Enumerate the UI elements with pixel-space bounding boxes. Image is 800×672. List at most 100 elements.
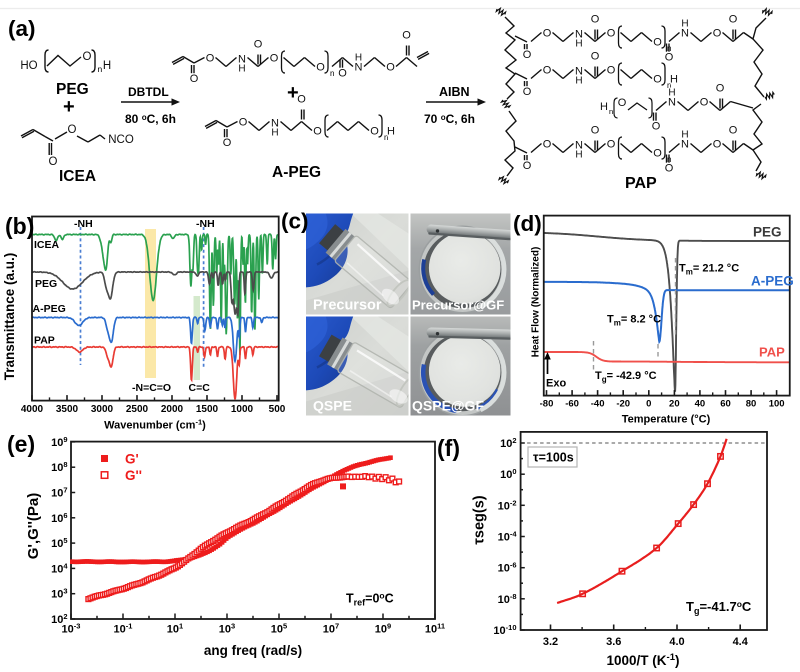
svg-text:O: O — [68, 124, 77, 136]
svg-text:O: O — [652, 121, 661, 133]
svg-text:0: 0 — [646, 399, 651, 410]
svg-text:3000: 3000 — [91, 404, 114, 415]
svg-text:N: N — [575, 66, 583, 78]
svg-text:N: N — [271, 118, 279, 130]
svg-text:O: O — [713, 139, 722, 151]
svg-text:n: n — [384, 133, 388, 142]
svg-text:O: O — [591, 51, 600, 63]
svg-text:-80: -80 — [540, 399, 554, 410]
svg-text:PAP: PAP — [759, 345, 785, 360]
svg-text:C=C: C=C — [189, 382, 211, 394]
svg-text:O: O — [223, 137, 232, 149]
svg-text:Tg= -42.9 °C: Tg= -42.9 °C — [595, 370, 657, 384]
svg-text:(b): (b) — [5, 213, 34, 239]
svg-text:Tm= 8.2 °C: Tm= 8.2 °C — [607, 314, 661, 328]
svg-text:O: O — [729, 14, 738, 26]
svg-text:(a): (a) — [8, 16, 36, 41]
svg-text:H: H — [575, 150, 582, 161]
svg-text:Wavenumber (cm-1): Wavenumber (cm-1) — [104, 418, 206, 432]
svg-text:-N=C=O: -N=C=O — [132, 382, 171, 394]
svg-text:O: O — [665, 52, 674, 64]
svg-text:4.4: 4.4 — [733, 636, 749, 648]
svg-text:1500: 1500 — [196, 404, 219, 415]
svg-text:H: H — [238, 64, 245, 75]
svg-text:80 oC, 6h: 80 oC, 6h — [125, 112, 176, 126]
svg-text:O: O — [543, 139, 552, 151]
svg-text:H: H — [355, 53, 362, 64]
svg-text:2500: 2500 — [126, 404, 149, 415]
svg-text:N: N — [681, 139, 689, 151]
svg-text:-40: -40 — [591, 399, 605, 410]
svg-text:Heat Flow (Normalized): Heat Flow (Normalized) — [531, 247, 542, 358]
svg-text:-20: -20 — [616, 399, 630, 410]
svg-text:τseg(s): τseg(s) — [472, 495, 488, 544]
svg-text:O: O — [543, 65, 552, 77]
svg-text:O: O — [700, 97, 709, 109]
svg-text:G': G' — [125, 452, 139, 467]
svg-text:O: O — [297, 94, 306, 106]
svg-text:O: O — [386, 62, 395, 74]
svg-text:G',G''(Pa): G',G''(Pa) — [25, 493, 42, 560]
svg-text:O: O — [49, 156, 58, 168]
svg-text:O: O — [665, 163, 674, 175]
svg-text:O: O — [523, 49, 532, 61]
svg-text:Transmittance (a.u.): Transmittance (a.u.) — [2, 253, 17, 381]
svg-text:O: O — [316, 62, 325, 74]
svg-text:N: N — [355, 62, 363, 74]
svg-text:ang freq (rad/s): ang freq (rad/s) — [204, 643, 302, 658]
svg-text:O: O — [206, 53, 215, 65]
svg-text:1000: 1000 — [231, 404, 254, 415]
svg-text:O: O — [607, 139, 616, 151]
svg-text:PAP: PAP — [625, 175, 657, 192]
svg-text:Temperature (°C): Temperature (°C) — [622, 414, 711, 426]
svg-text:O: O — [591, 14, 600, 26]
svg-text:O: O — [653, 148, 662, 160]
svg-text:O: O — [313, 126, 322, 138]
svg-text:3.2: 3.2 — [543, 636, 558, 648]
svg-text:Tm= 21.2 °C: Tm= 21.2 °C — [679, 263, 739, 277]
svg-text:HO: HO — [20, 60, 37, 72]
svg-text:-NH: -NH — [196, 218, 215, 230]
svg-text:O: O — [543, 28, 552, 40]
svg-text:N: N — [668, 97, 676, 109]
svg-text:Tref=0oC: Tref=0oC — [346, 591, 394, 608]
svg-text:G'': G'' — [125, 468, 142, 483]
svg-text:500: 500 — [269, 404, 286, 415]
svg-text:O: O — [402, 30, 411, 42]
svg-text:H: H — [668, 88, 675, 99]
svg-text:PEG: PEG — [56, 81, 89, 98]
svg-text:80: 80 — [746, 399, 757, 410]
svg-text:H: H — [681, 130, 688, 141]
svg-text:H: H — [681, 19, 688, 30]
svg-text:O: O — [716, 83, 725, 95]
svg-text:H: H — [575, 76, 582, 87]
svg-text:N: N — [238, 54, 246, 66]
svg-text:O: O — [270, 53, 279, 65]
svg-text:H: H — [103, 60, 111, 72]
svg-text:O: O — [523, 160, 532, 172]
svg-text:H: H — [387, 126, 395, 138]
svg-text:Precursor@GF: Precursor@GF — [412, 298, 504, 313]
svg-text:O: O — [607, 65, 616, 77]
svg-text:A-PEG: A-PEG — [33, 303, 66, 315]
svg-text:O: O — [607, 28, 616, 40]
svg-text:PEG: PEG — [35, 278, 57, 290]
svg-text:Exo: Exo — [546, 378, 566, 390]
svg-text:H: H — [670, 74, 678, 86]
svg-text:n: n — [667, 81, 671, 90]
svg-text:O: O — [729, 125, 738, 137]
svg-text:O: O — [713, 28, 722, 40]
svg-text:4.0: 4.0 — [669, 636, 684, 648]
svg-text:(c): (c) — [281, 209, 309, 234]
svg-text:H: H — [575, 39, 582, 50]
svg-text:-60: -60 — [565, 399, 579, 410]
svg-text:ICEA: ICEA — [59, 168, 96, 185]
svg-text:(e): (e) — [7, 431, 35, 457]
svg-text:+: + — [287, 82, 299, 104]
svg-text:PEG: PEG — [753, 225, 782, 240]
svg-text:QSPE@GF: QSPE@GF — [412, 398, 484, 414]
svg-text:n: n — [609, 107, 613, 116]
svg-text:N: N — [575, 140, 583, 152]
svg-text:70 oC, 6h: 70 oC, 6h — [424, 112, 475, 126]
svg-text:40: 40 — [695, 399, 706, 410]
